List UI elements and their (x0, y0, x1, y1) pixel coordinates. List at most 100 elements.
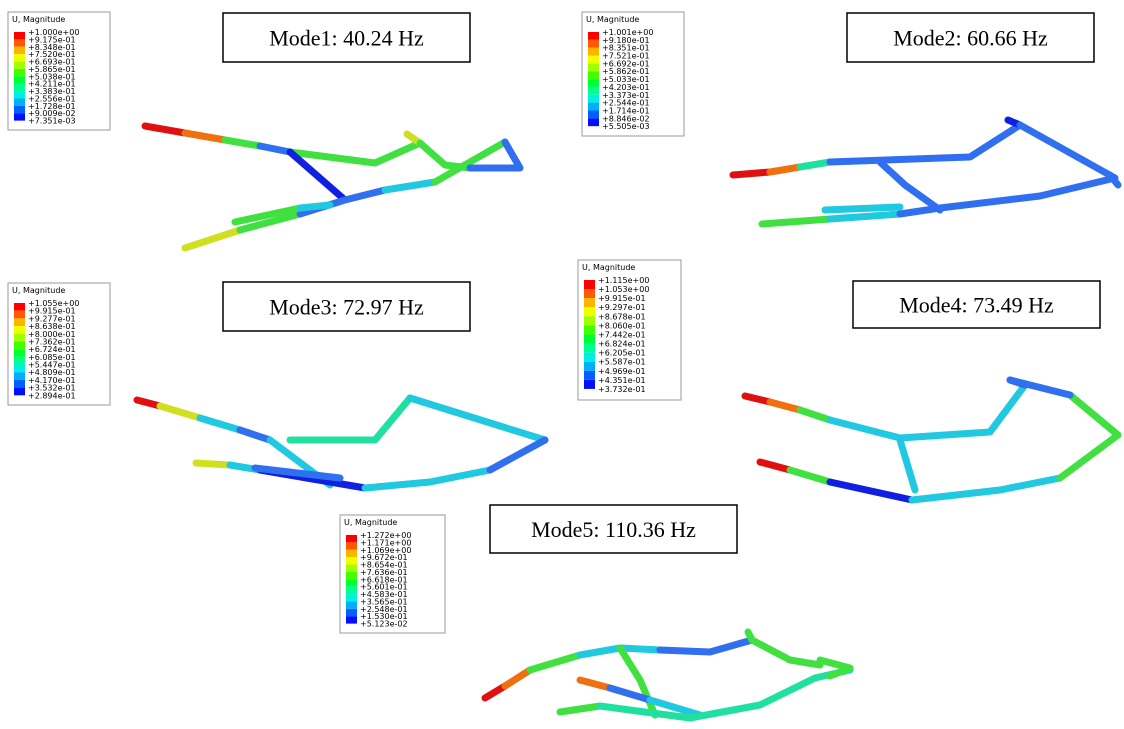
frame-member (290, 398, 410, 440)
frame-member (145, 126, 185, 133)
legend-swatch (346, 594, 357, 601)
legend-swatch (346, 587, 357, 594)
legend-title: U, Magnitude (586, 15, 639, 24)
legend-swatch (14, 69, 25, 76)
frame-member (410, 398, 545, 440)
legend-swatch (588, 103, 599, 111)
frame-member (660, 640, 752, 652)
legend-swatch (588, 87, 599, 95)
frame-member (560, 706, 600, 712)
legend-value: +5.505e-03 (602, 122, 650, 131)
legend-value: +1.053e+00 (598, 285, 649, 294)
legend-swatch (14, 54, 25, 61)
frame-member (240, 430, 270, 440)
legend-value: +7.442e-01 (598, 330, 646, 339)
legend-value: +4.351e-01 (598, 376, 646, 385)
legend-swatch (584, 289, 595, 298)
legend-value: +4.969e-01 (598, 367, 646, 376)
legend-swatch (584, 344, 595, 353)
legend-swatch (14, 326, 25, 334)
frame-member (620, 648, 655, 715)
legend-swatch (584, 316, 595, 325)
frame-member (830, 125, 1020, 162)
legend-swatch (588, 63, 599, 71)
frame-member (365, 470, 490, 488)
legend-value: +6.824e-01 (598, 340, 646, 349)
legend-value: +5.123e-02 (360, 620, 408, 629)
frame-member (733, 172, 770, 175)
legend-swatch (584, 298, 595, 307)
frame-member (420, 143, 470, 168)
legend-swatch (14, 341, 25, 349)
frame-member (800, 162, 830, 167)
frame-member (1070, 395, 1118, 435)
legend-swatch (346, 565, 357, 572)
legend-title: U, Magnitude (582, 263, 635, 272)
legend-value: +7.351e-03 (28, 117, 76, 126)
legend-value: +5.587e-01 (598, 358, 646, 367)
frame-member (912, 478, 1060, 500)
frame-member (137, 400, 160, 406)
frame-member (745, 396, 770, 402)
mode-label: Mode1: 40.24 Hz (269, 26, 424, 51)
legend-swatch (584, 353, 595, 362)
legend-swatch (14, 303, 25, 311)
legend-swatch (588, 56, 599, 64)
legend-swatch (584, 280, 595, 289)
frame-member (490, 440, 545, 470)
legend-swatch (14, 98, 25, 105)
frame-member (530, 655, 580, 670)
legend-swatch (14, 84, 25, 91)
legend-swatch (588, 48, 599, 56)
legend-swatch (584, 380, 595, 389)
mode-label: Mode4: 73.49 Hz (899, 293, 1054, 318)
mode-label: Mode2: 60.66 Hz (893, 26, 1048, 51)
frame-member (770, 402, 800, 410)
legend-title: U, Magnitude (344, 518, 397, 527)
legend-swatch (14, 318, 25, 326)
legend-swatch (588, 79, 599, 87)
frame-member (255, 468, 340, 478)
legend-swatch (14, 106, 25, 113)
legend-swatch (584, 325, 595, 334)
legend-swatch (14, 357, 25, 365)
frame-member (505, 670, 530, 686)
legend-swatch (14, 76, 25, 83)
legend-swatch (14, 334, 25, 342)
frame-member (760, 462, 790, 470)
frame-member (752, 640, 820, 665)
legend-swatch (346, 609, 357, 616)
legend-swatch (346, 616, 357, 623)
frame-member (385, 182, 435, 190)
legend-swatch (584, 371, 595, 380)
legend-swatch (14, 113, 25, 120)
legend-swatch (14, 380, 25, 388)
legend-swatch (584, 362, 595, 371)
frame-member (196, 463, 230, 465)
legend-swatch (14, 365, 25, 373)
legend-value: +3.732e-01 (598, 385, 646, 394)
frame-member (185, 230, 240, 248)
legend-swatch (14, 311, 25, 319)
mode-label: Mode5: 110.36 Hz (531, 517, 696, 542)
frame-member (580, 680, 610, 688)
frame-member (160, 406, 200, 418)
frame-member (200, 418, 240, 430)
frame-member (185, 133, 225, 140)
mode-label: Mode3: 72.97 Hz (269, 295, 424, 320)
frame-member (762, 219, 830, 224)
legend-swatch (14, 32, 25, 39)
legend-swatch (346, 601, 357, 608)
legend-swatch (588, 71, 599, 79)
frame-member (290, 143, 420, 163)
frame-member (790, 470, 830, 482)
legend-title: U, Magnitude (12, 15, 65, 24)
page: {"modes": [ {"label": "Mode1: 40.24 Hz",… (0, 0, 1124, 729)
frame-member (825, 207, 900, 210)
legend-swatch (14, 349, 25, 357)
frame-member (830, 482, 912, 500)
legend-value: +8.678e-01 (598, 312, 646, 321)
frame-member (225, 140, 260, 146)
legend-swatch (14, 39, 25, 46)
legend-value: +1.115e+00 (598, 276, 649, 285)
